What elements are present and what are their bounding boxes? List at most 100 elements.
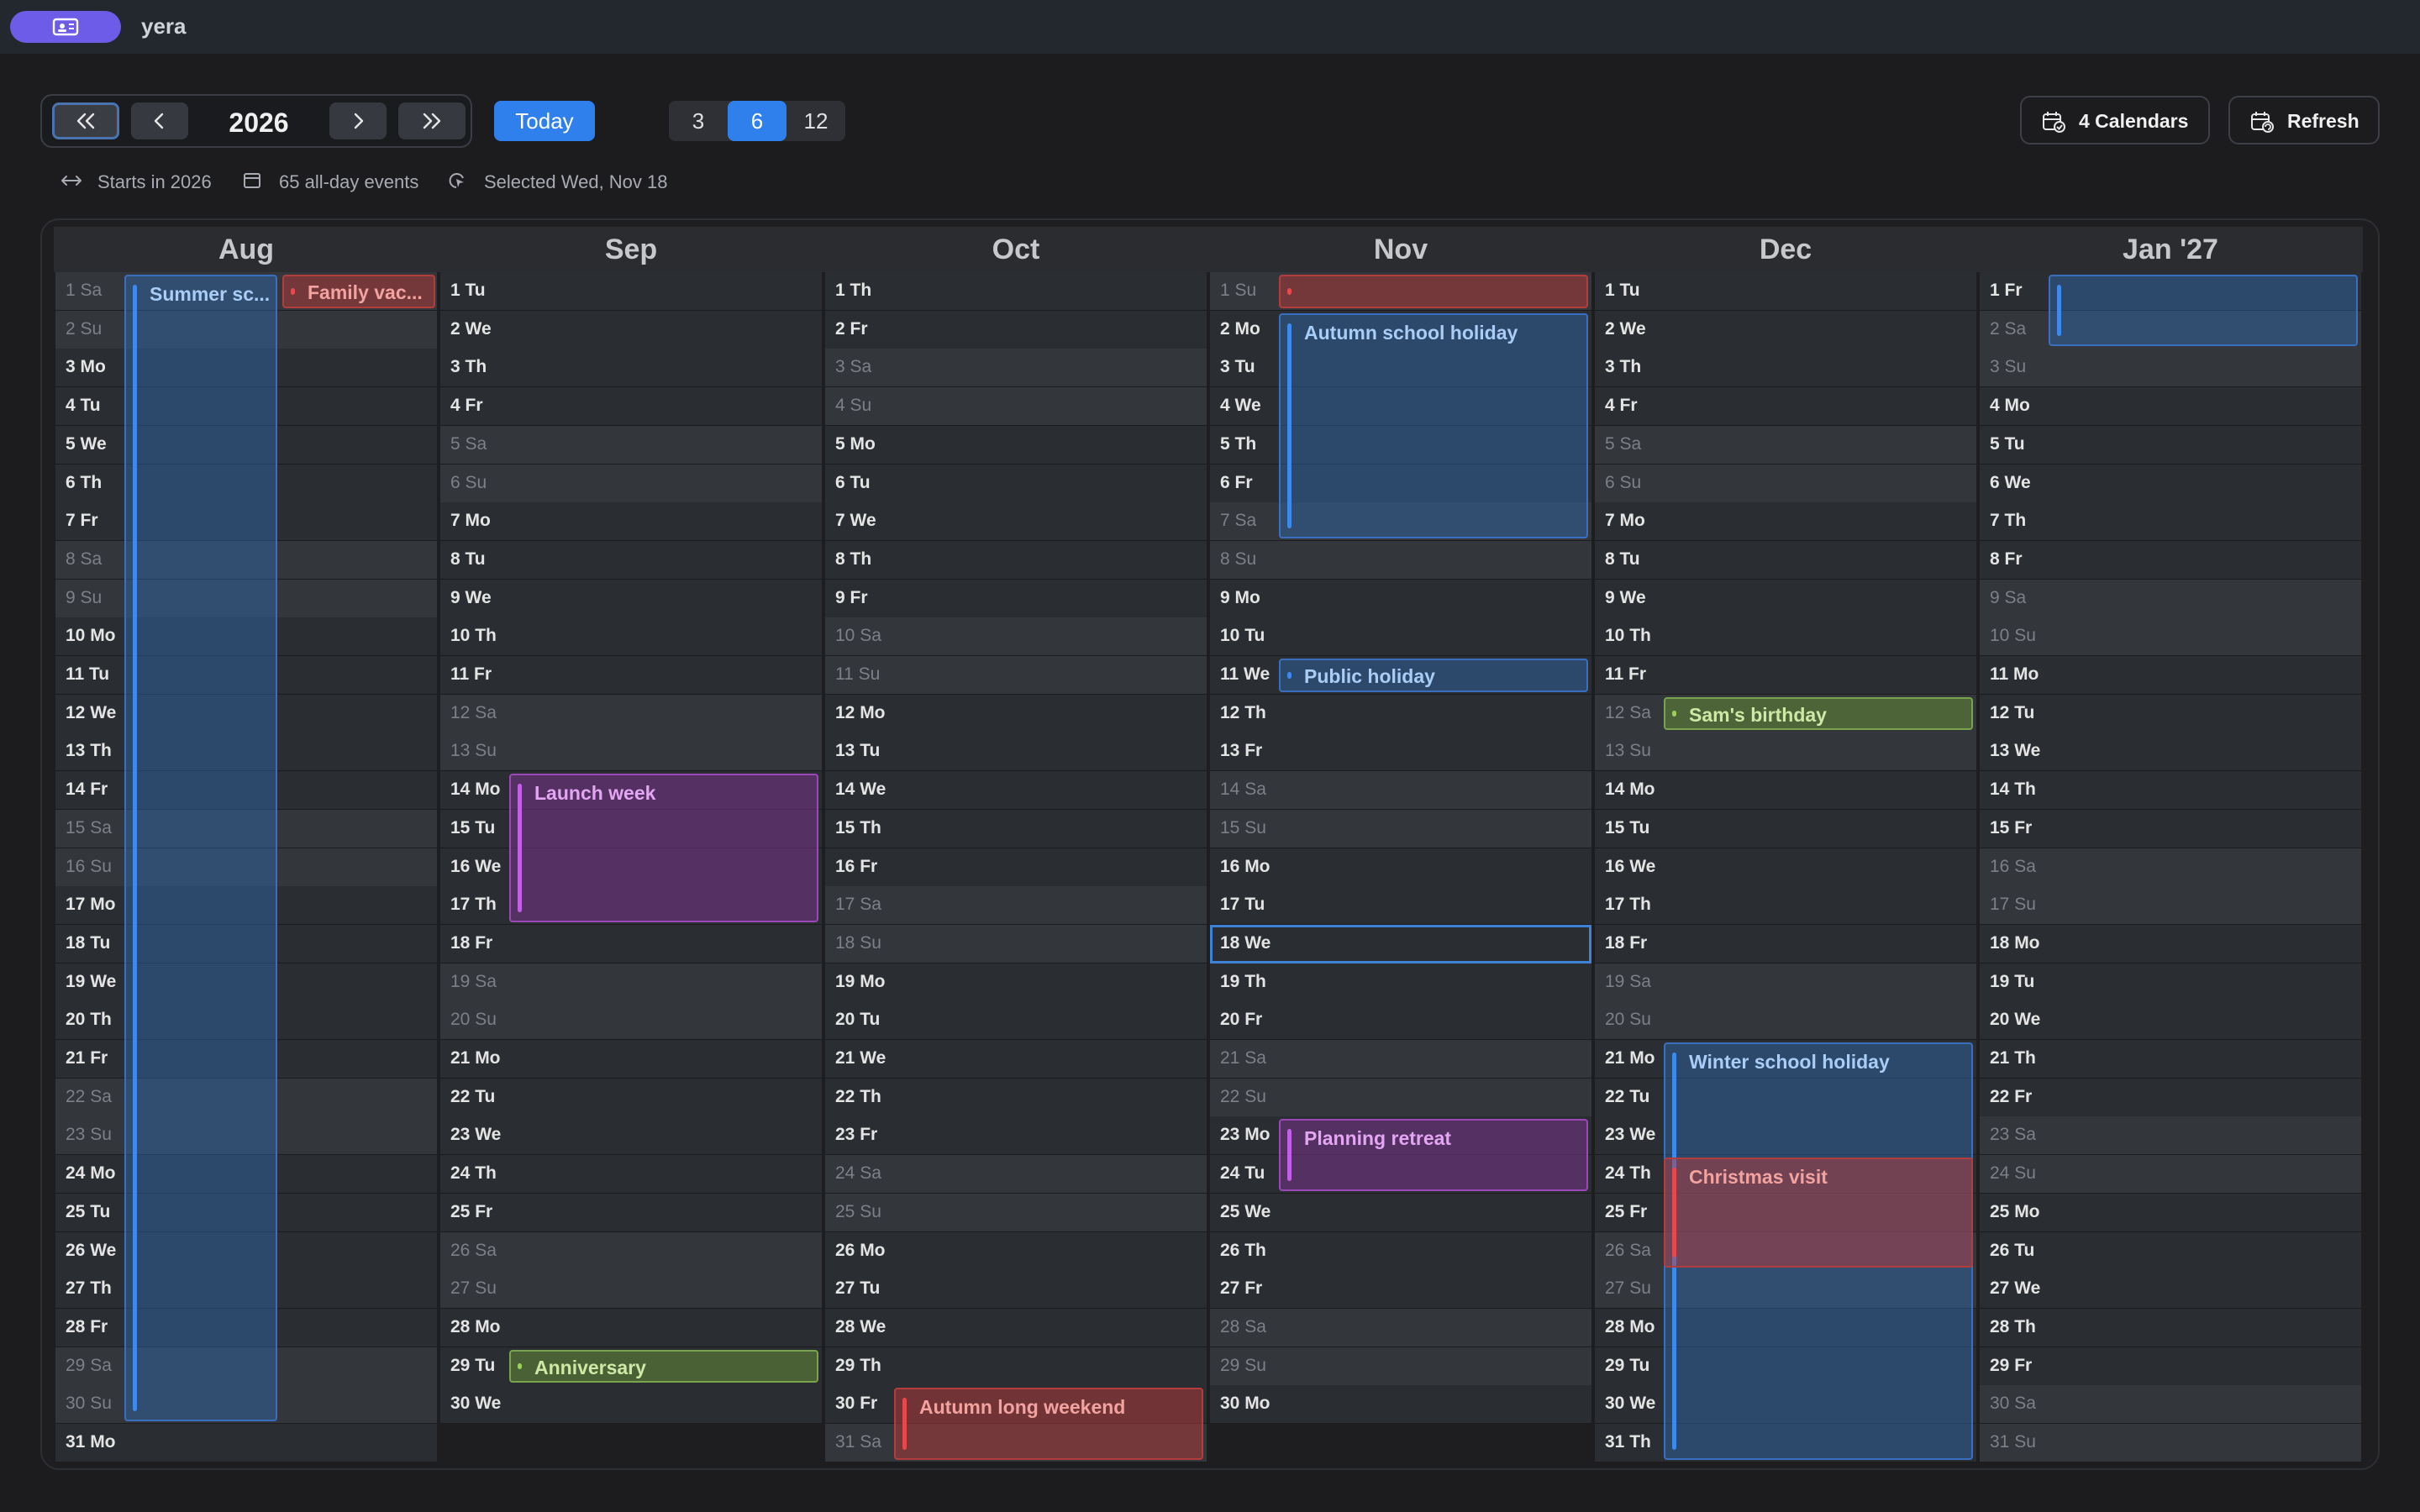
day-cell[interactable]: 18 Su: [825, 924, 1207, 963]
day-cell[interactable]: 30 We: [440, 1385, 822, 1425]
day-cell[interactable]: 21 We: [825, 1040, 1207, 1079]
today-button[interactable]: Today: [494, 101, 595, 141]
day-cell[interactable]: 18 Tu: [55, 924, 437, 963]
day-cell[interactable]: 11 Tu: [55, 656, 437, 695]
refresh-button[interactable]: Refresh: [2228, 96, 2380, 144]
day-cell[interactable]: 5 We: [55, 425, 437, 465]
day-cell[interactable]: 26 Th: [1210, 1231, 1591, 1271]
day-cell[interactable]: 17 Mo: [55, 886, 437, 926]
event-block[interactable]: [1279, 275, 1588, 308]
day-cell[interactable]: 1 Tu: [440, 272, 822, 311]
day-cell[interactable]: 26 Mo: [825, 1231, 1207, 1271]
day-cell[interactable]: 6 We: [1980, 464, 2361, 503]
day-cell[interactable]: 19 Tu: [1980, 963, 2361, 1002]
day-cell[interactable]: 15 Fr: [1980, 809, 2361, 848]
day-cell[interactable]: 27 Th: [55, 1270, 437, 1310]
day-cell[interactable]: 28 Mo: [440, 1308, 822, 1347]
next-button[interactable]: [329, 102, 387, 139]
day-cell[interactable]: 8 Tu: [1595, 540, 1976, 580]
day-cell[interactable]: 21 Th: [1980, 1040, 2361, 1079]
day-cell[interactable]: 1 Th: [825, 272, 1207, 311]
day-cell[interactable]: 6 Th: [55, 464, 437, 503]
day-cell[interactable]: 12 Mo: [825, 694, 1207, 733]
day-cell[interactable]: 7 Mo: [1595, 502, 1976, 542]
day-cell[interactable]: 24 Th: [440, 1155, 822, 1194]
day-cell[interactable]: 15 Th: [825, 809, 1207, 848]
day-cell[interactable]: 5 Th: [1210, 425, 1591, 465]
day-cell[interactable]: 4 Fr: [440, 387, 822, 427]
day-cell[interactable]: 30 Su: [55, 1385, 437, 1425]
day-cell[interactable]: 21 Fr: [55, 1040, 437, 1079]
day-cell[interactable]: 23 Fr: [825, 1116, 1207, 1156]
day-cell[interactable]: 2 Fr: [825, 310, 1207, 349]
day-cell[interactable]: 20 We: [1980, 1001, 2361, 1041]
day-cell[interactable]: 25 Su: [825, 1193, 1207, 1232]
day-cell[interactable]: 8 Th: [825, 540, 1207, 580]
day-cell[interactable]: 2 We: [440, 310, 822, 349]
event-block[interactable]: Public holiday: [1279, 659, 1588, 692]
day-cell[interactable]: 3 Mo: [55, 349, 437, 388]
day-cell[interactable]: 17 Tu: [1210, 886, 1591, 926]
day-cell[interactable]: 23 We: [440, 1116, 822, 1156]
day-cell[interactable]: 16 Sa: [1980, 848, 2361, 887]
day-cell[interactable]: 26 Sa: [440, 1231, 822, 1271]
day-cell[interactable]: 28 Mo: [1595, 1308, 1976, 1347]
day-cell[interactable]: 9 We: [440, 579, 822, 618]
day-cell[interactable]: 14 We: [825, 771, 1207, 811]
day-cell[interactable]: 25 Mo: [1980, 1193, 2361, 1232]
day-cell[interactable]: 27 We: [1980, 1270, 2361, 1310]
day-cell[interactable]: 27 Su: [1595, 1270, 1976, 1310]
day-cell[interactable]: 9 Fr: [825, 579, 1207, 618]
day-cell[interactable]: 17 Sa: [825, 886, 1207, 926]
day-cell[interactable]: 12 Th: [1210, 694, 1591, 733]
day-cell[interactable]: 29 Sa: [55, 1347, 437, 1386]
day-cell[interactable]: 4 Mo: [1980, 387, 2361, 427]
day-cell[interactable]: 29 Th: [825, 1347, 1207, 1386]
event-block[interactable]: Anniversary: [509, 1349, 818, 1383]
day-cell[interactable]: 3 Su: [1980, 349, 2361, 388]
day-cell[interactable]: 25 We: [1210, 1193, 1591, 1232]
day-cell[interactable]: 19 Th: [1210, 963, 1591, 1002]
day-cell[interactable]: 5 Mo: [825, 425, 1207, 465]
day-cell[interactable]: 27 Tu: [825, 1270, 1207, 1310]
day-cell[interactable]: 28 We: [825, 1308, 1207, 1347]
day-cell[interactable]: 10 Th: [1595, 617, 1976, 657]
day-cell[interactable]: 26 Tu: [1980, 1231, 2361, 1271]
day-cell[interactable]: 21 Mo: [1595, 1040, 1976, 1079]
day-cell[interactable]: 2 Sa: [1980, 310, 2361, 349]
day-cell[interactable]: 20 Fr: [1210, 1001, 1591, 1041]
day-cell[interactable]: 7 Th: [1980, 502, 2361, 542]
jump-forward-button[interactable]: [398, 102, 466, 139]
day-cell[interactable]: 2 Mo: [1210, 310, 1591, 349]
event-block[interactable]: Autumn school holiday: [1279, 312, 1588, 538]
day-cell[interactable]: 23 Sa: [1980, 1116, 2361, 1156]
day-cell[interactable]: 14 Fr: [55, 771, 437, 811]
day-cell[interactable]: 29 Tu: [1595, 1347, 1976, 1386]
day-cell[interactable]: 27 Su: [440, 1270, 822, 1310]
day-cell[interactable]: 1 Tu: [1595, 272, 1976, 311]
day-cell[interactable]: 28 Fr: [55, 1308, 437, 1347]
day-cell[interactable]: 15 Tu: [1595, 809, 1976, 848]
day-cell[interactable]: 7 We: [825, 502, 1207, 542]
day-cell[interactable]: 22 Fr: [1980, 1078, 2361, 1117]
day-cell[interactable]: 18 Fr: [440, 924, 822, 963]
day-cell[interactable]: 30 Sa: [1980, 1385, 2361, 1425]
day-cell[interactable]: 22 Tu: [440, 1078, 822, 1117]
day-cell[interactable]: 30 Mo: [1210, 1385, 1591, 1425]
day-cell[interactable]: 13 Su: [1595, 732, 1976, 772]
day-cell[interactable]: 15 Sa: [55, 809, 437, 848]
day-cell[interactable]: 23 We: [1595, 1116, 1976, 1156]
view-12-months-button[interactable]: 12: [803, 108, 829, 134]
event-block[interactable]: Christmas visit: [1664, 1158, 1973, 1268]
day-cell[interactable]: 4 Tu: [55, 387, 437, 427]
view-6-months-button[interactable]: 6: [728, 101, 786, 141]
day-cell[interactable]: 16 Fr: [825, 848, 1207, 887]
day-cell[interactable]: 16 Mo: [1210, 848, 1591, 887]
day-cell[interactable]: 28 Th: [1980, 1308, 2361, 1347]
day-cell[interactable]: 11 Fr: [440, 656, 822, 695]
day-cell[interactable]: 26 We: [55, 1231, 437, 1271]
day-cell[interactable]: 12 We: [55, 694, 437, 733]
day-cell[interactable]: 4 Su: [825, 387, 1207, 427]
jump-back-button[interactable]: [52, 102, 119, 139]
day-cell[interactable]: 1 Fr: [1980, 272, 2361, 311]
